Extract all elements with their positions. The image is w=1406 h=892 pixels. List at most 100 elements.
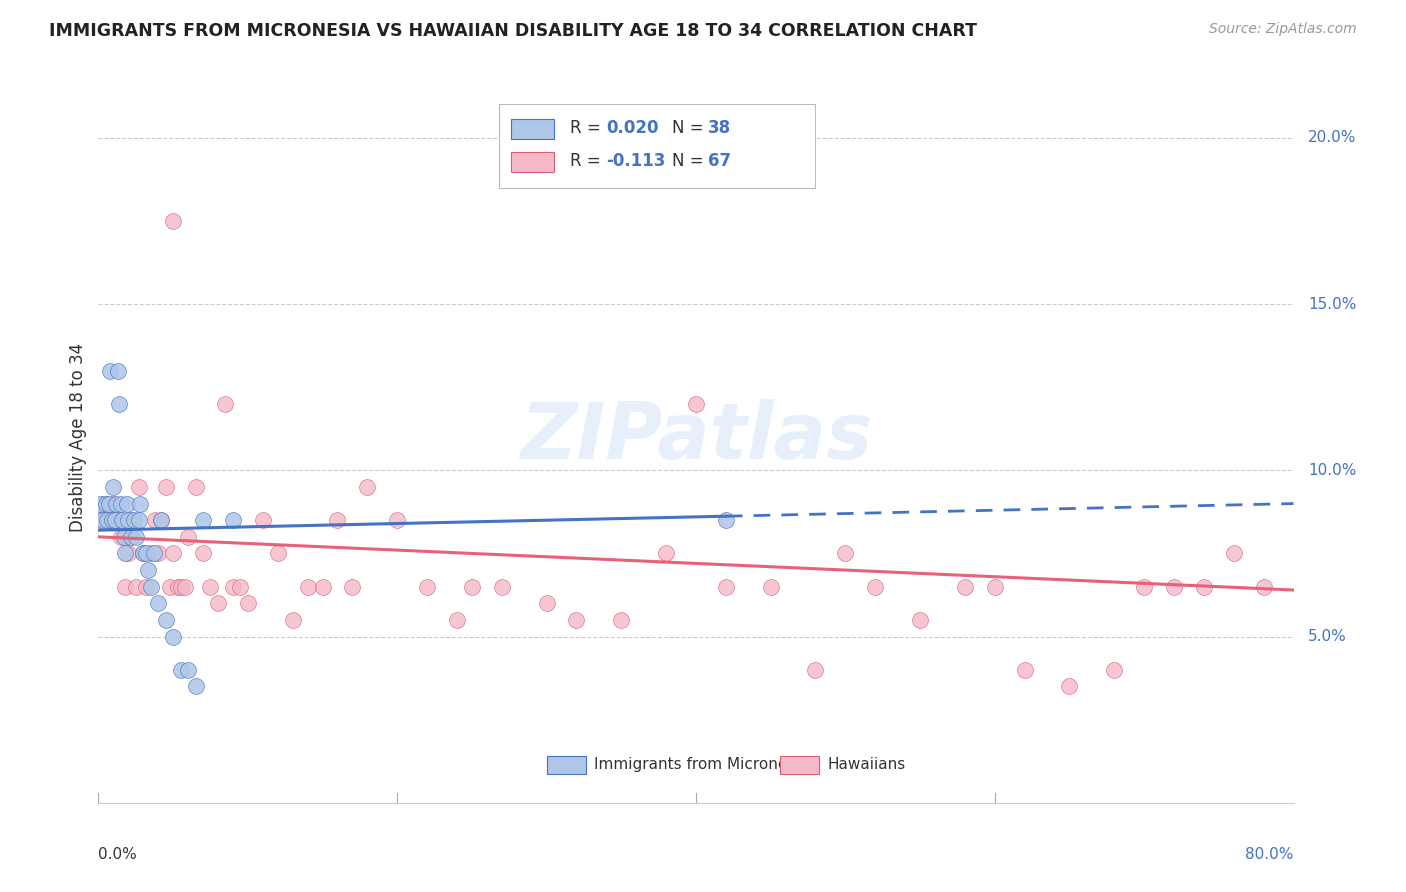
Point [1223, 546, 1246, 560]
Point [1059, 680, 1081, 694]
Point [128, 480, 150, 494]
Point [714, 513, 737, 527]
Text: 20.0%: 20.0% [1308, 130, 1357, 145]
Point [155, 613, 177, 627]
Point [143, 513, 166, 527]
Text: -0.113: -0.113 [606, 153, 665, 170]
FancyBboxPatch shape [499, 104, 815, 188]
Point [162, 546, 184, 560]
Text: N =: N = [672, 120, 709, 137]
Point [124, 513, 146, 527]
Point [191, 546, 214, 560]
Text: 15.0%: 15.0% [1308, 297, 1357, 311]
Point [117, 546, 139, 560]
Point [416, 580, 439, 594]
Point [139, 546, 162, 560]
Point [94, 497, 117, 511]
Text: Source: ZipAtlas.com: Source: ZipAtlas.com [1209, 22, 1357, 37]
Point [908, 613, 931, 627]
Point [125, 530, 148, 544]
Text: N =: N = [672, 153, 709, 170]
Point [142, 546, 165, 560]
Point [1192, 580, 1215, 594]
Point [103, 497, 125, 511]
Point [759, 580, 782, 594]
Point [222, 580, 245, 594]
Point [356, 480, 378, 494]
Point [184, 480, 207, 494]
Point [111, 513, 134, 527]
Point [114, 546, 136, 560]
Point [169, 580, 191, 594]
Point [110, 530, 132, 544]
Point [565, 613, 588, 627]
Y-axis label: Disability Age 18 to 34: Disability Age 18 to 34 [69, 343, 87, 532]
Point [1133, 580, 1156, 594]
Point [267, 546, 290, 560]
Point [207, 596, 229, 610]
Point [385, 513, 409, 527]
Point [114, 580, 136, 594]
Point [135, 546, 157, 560]
Point [103, 480, 125, 494]
Point [148, 596, 170, 610]
FancyBboxPatch shape [510, 152, 554, 172]
Point [1253, 580, 1275, 594]
Text: R =: R = [571, 120, 606, 137]
Point [112, 530, 135, 544]
Point [685, 397, 707, 411]
Point [91, 513, 114, 527]
Point [148, 546, 170, 560]
Point [132, 546, 155, 560]
Point [984, 580, 1007, 594]
Point [953, 580, 976, 594]
Point [166, 580, 188, 594]
Text: ZIPatlas: ZIPatlas [520, 399, 872, 475]
Text: 5.0%: 5.0% [1308, 629, 1347, 644]
Point [222, 513, 245, 527]
Point [655, 546, 678, 560]
Text: IMMIGRANTS FROM MICRONESIA VS HAWAIIAN DISABILITY AGE 18 TO 34 CORRELATION CHART: IMMIGRANTS FROM MICRONESIA VS HAWAIIAN D… [49, 22, 977, 40]
Point [446, 613, 468, 627]
Text: 80.0%: 80.0% [1246, 847, 1294, 862]
Point [610, 613, 633, 627]
Point [89, 513, 111, 527]
Point [128, 513, 150, 527]
Point [162, 630, 184, 644]
Text: 0.0%: 0.0% [98, 847, 138, 862]
Point [132, 546, 155, 560]
Point [311, 580, 333, 594]
Point [107, 513, 129, 527]
Point [326, 513, 349, 527]
Point [834, 546, 856, 560]
Point [89, 497, 111, 511]
Point [104, 513, 127, 527]
Text: R =: R = [571, 153, 606, 170]
Point [120, 530, 142, 544]
Point [169, 663, 191, 677]
Text: 67: 67 [709, 153, 731, 170]
Point [136, 563, 159, 577]
Point [129, 497, 152, 511]
Point [177, 530, 200, 544]
Point [155, 480, 177, 494]
Point [98, 363, 122, 377]
Text: Hawaiians: Hawaiians [827, 757, 905, 772]
Point [105, 497, 128, 511]
Point [1014, 663, 1036, 677]
Text: Immigrants from Micronesia: Immigrants from Micronesia [595, 757, 810, 772]
Point [107, 363, 129, 377]
Point [177, 663, 200, 677]
Point [120, 513, 142, 527]
Point [150, 513, 173, 527]
Point [491, 580, 513, 594]
Point [125, 580, 148, 594]
Point [342, 580, 364, 594]
Point [101, 513, 124, 527]
Point [1163, 580, 1185, 594]
Point [191, 513, 214, 527]
Point [110, 497, 132, 511]
Text: 0.020: 0.020 [606, 120, 659, 137]
FancyBboxPatch shape [779, 756, 820, 773]
Point [214, 397, 236, 411]
